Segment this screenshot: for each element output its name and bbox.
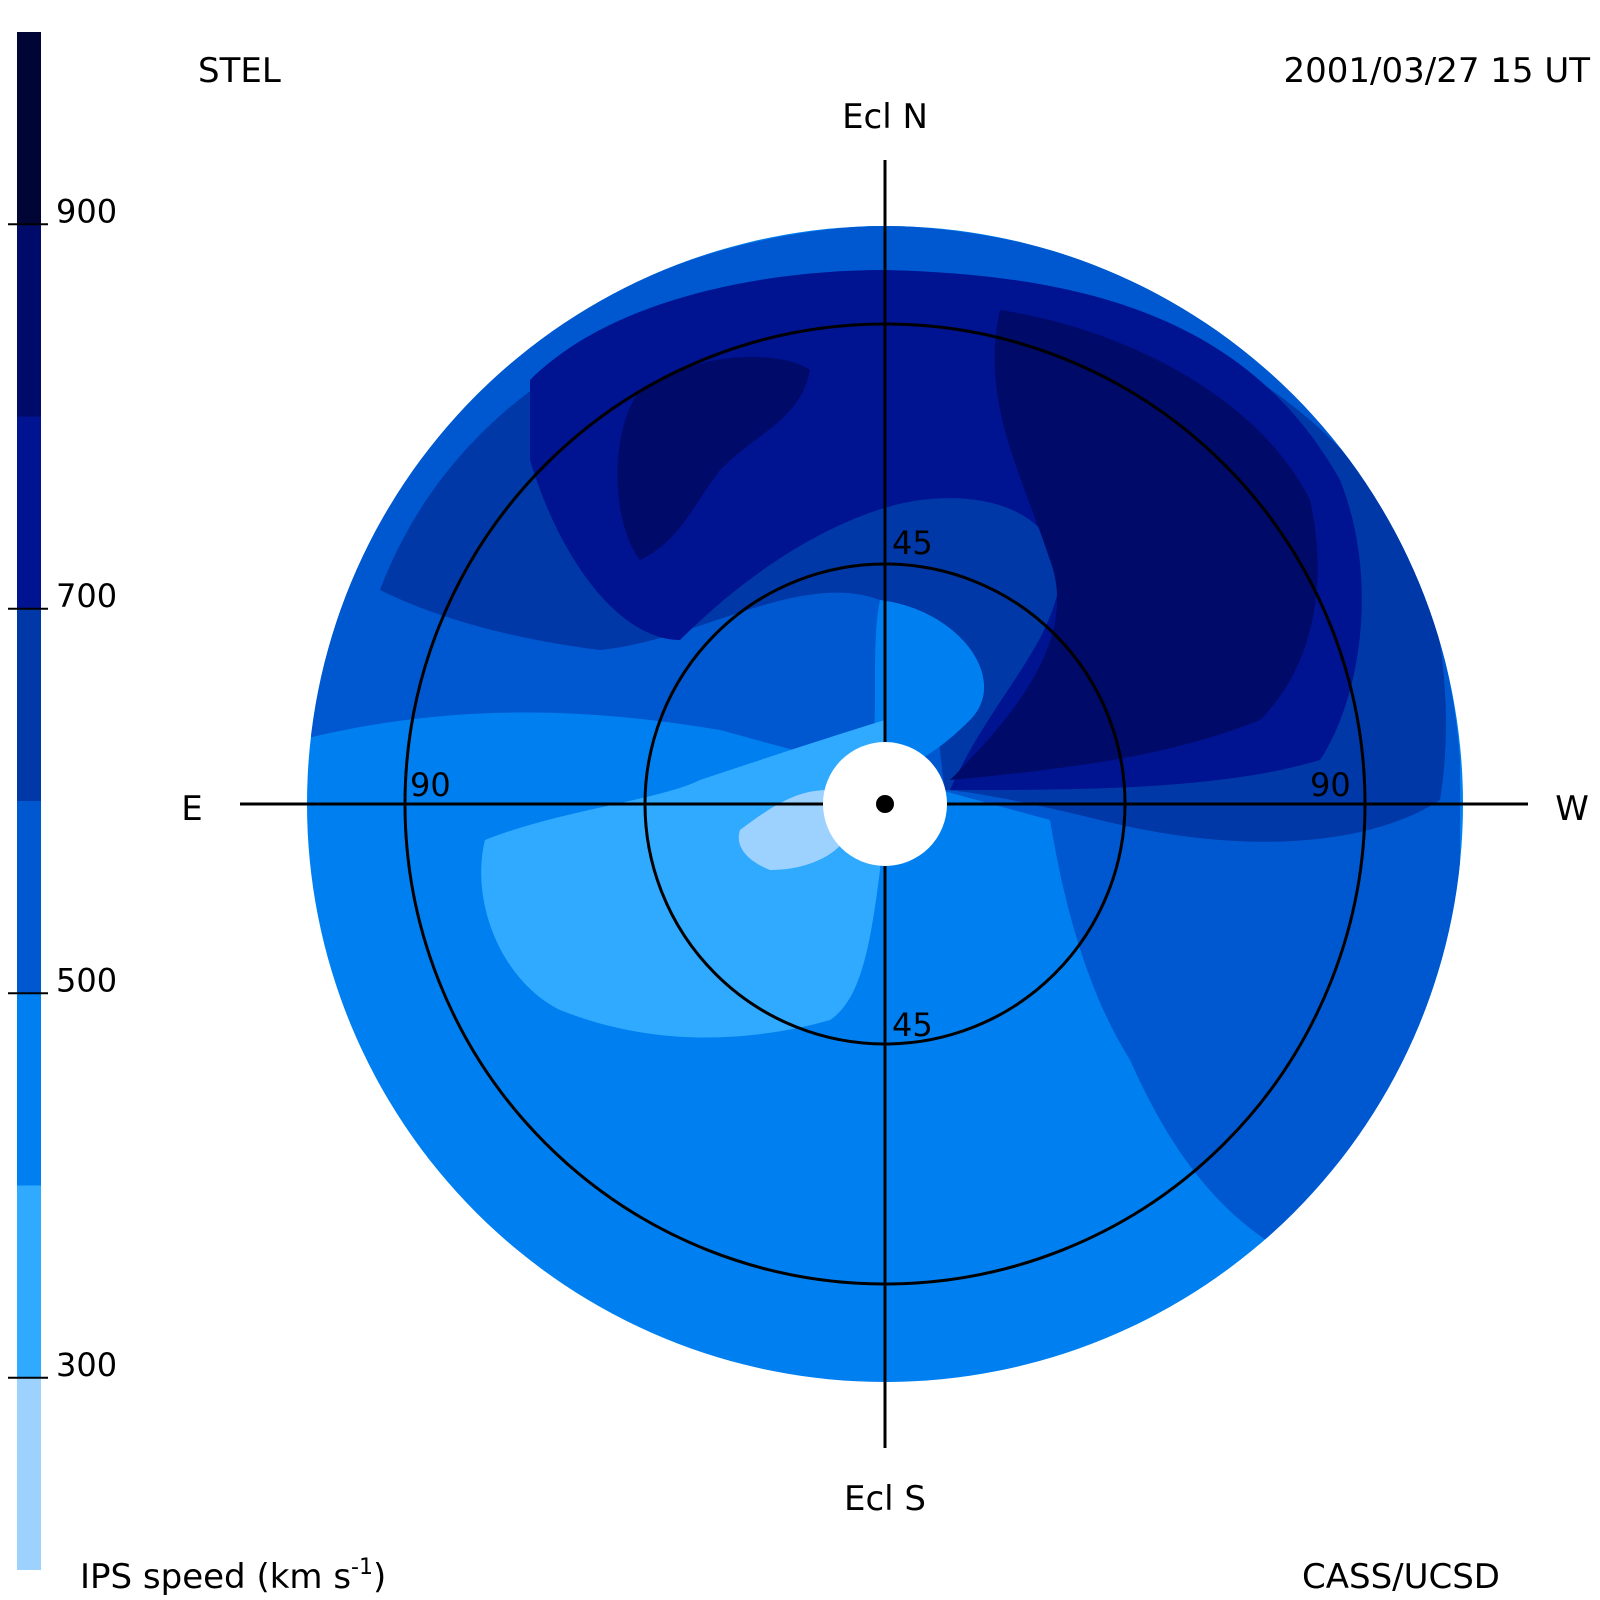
ring-90-east-label: 90 [410, 766, 451, 804]
region-near-sun-slow [738, 790, 845, 870]
colorbar-band-7 [17, 32, 41, 225]
colorbar-title-main: IPS speed (km s [80, 1557, 351, 1597]
colorbar-tick-label-900: 900 [56, 192, 117, 230]
colorbar-band-5 [17, 416, 41, 609]
compass-east-label: E [181, 789, 202, 829]
colorbar: 300 500 700 900 [8, 32, 117, 1570]
colorbar-tick-label-500: 500 [56, 961, 117, 999]
compass-west-label: W [1555, 789, 1589, 829]
colorbar-title-sup: -1 [351, 1555, 373, 1580]
datetime-label: 2001/03/27 15 UT [1284, 51, 1591, 91]
compass-south-label: Ecl S [844, 1479, 926, 1519]
compass-north-label: Ecl N [842, 97, 928, 137]
colorbar-band-6 [17, 224, 41, 417]
colorbar-title-end: ) [373, 1557, 386, 1597]
colorbar-tick-label-300: 300 [56, 1346, 117, 1384]
region-northwest-core [950, 310, 1318, 780]
observatory-label: STEL [198, 51, 281, 91]
colorbar-tick-label-700: 700 [56, 577, 117, 615]
ring-45-top-label: 45 [892, 524, 933, 562]
colorbar-title: IPS speed (km s-1) [80, 1555, 386, 1597]
sun-center-dot [876, 795, 894, 813]
region-southeast [481, 720, 885, 1038]
region-inner-bright [870, 600, 985, 770]
colorbar-band-4 [17, 608, 41, 801]
colorbar-band-2 [17, 993, 41, 1186]
region-northeast-core [617, 356, 810, 560]
ring-90-west-label: 90 [1310, 766, 1351, 804]
ring-45-bottom-label: 45 [892, 1006, 933, 1044]
colorbar-band-3 [17, 801, 41, 994]
colorbar-band-0 [17, 1377, 41, 1570]
colorbar-band-1 [17, 1185, 41, 1378]
credit-label: CASS/UCSD [1302, 1557, 1500, 1597]
